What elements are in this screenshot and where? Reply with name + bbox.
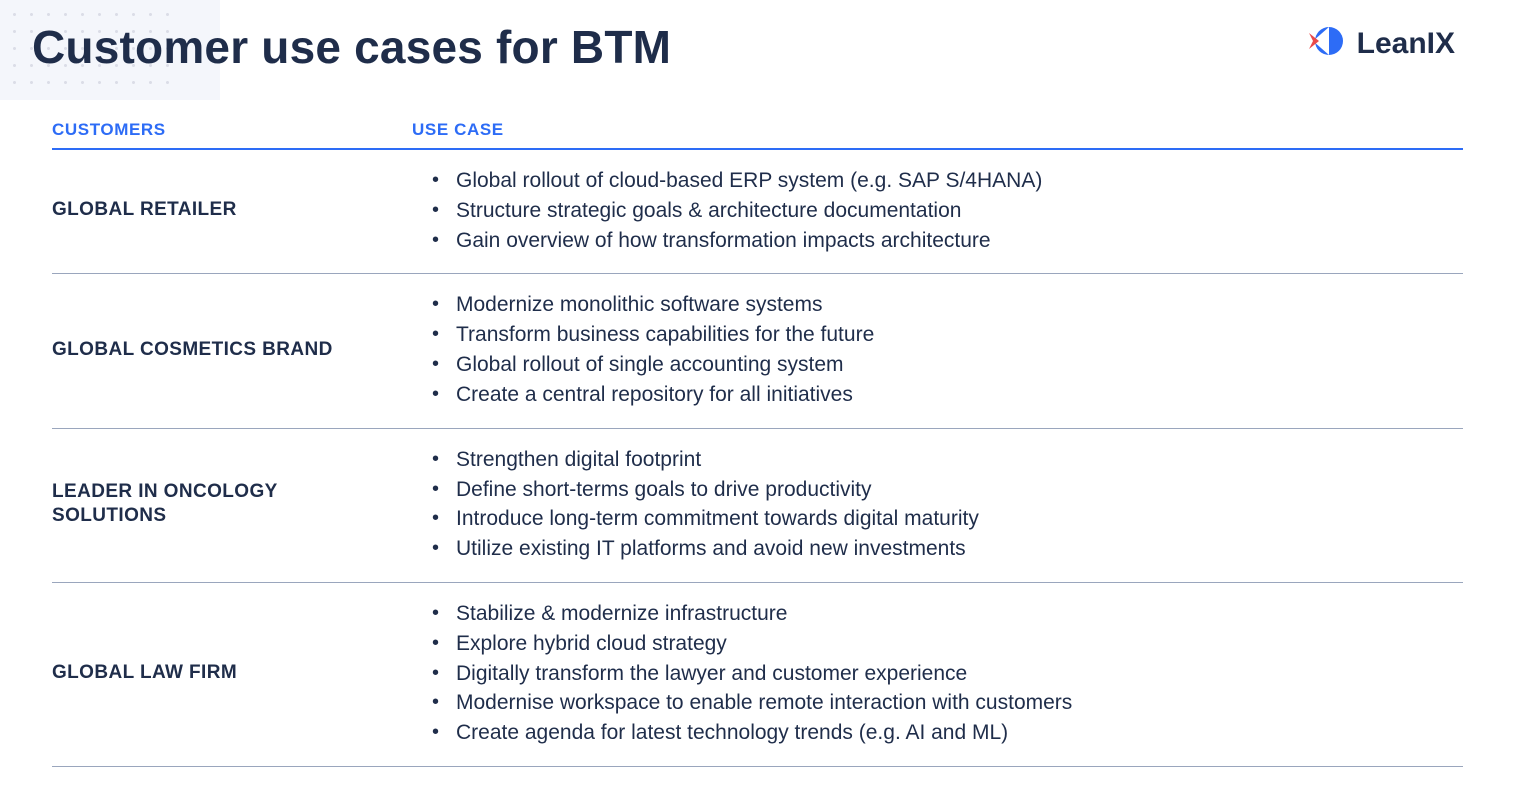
usecase-bullet: Strengthen digital footprint bbox=[456, 445, 1463, 475]
table-row: GLOBAL RETAILER Global rollout of cloud-b… bbox=[52, 150, 1463, 274]
table-row: GLOBAL LAW FIRM Stabilize & modernize inf… bbox=[52, 583, 1463, 767]
customer-cell: LEADER IN ONCOLOGY SOLUTIONS bbox=[52, 480, 412, 529]
usecase-bullet: Define short-terms goals to drive produc… bbox=[456, 475, 1463, 505]
slide: Customer use cases for BTM LeanIX CUSTOM… bbox=[0, 0, 1515, 808]
usecase-list: Global rollout of cloud-based ERP system… bbox=[412, 166, 1463, 255]
usecase-bullet: Transform business capabilities for the … bbox=[456, 320, 1463, 350]
usecase-cell: Global rollout of cloud-based ERP system… bbox=[412, 166, 1463, 255]
column-header-customers: CUSTOMERS bbox=[52, 120, 412, 140]
usecase-cell: Stabilize & modernize infrastructureExpl… bbox=[412, 599, 1463, 748]
usecase-bullet: Stabilize & modernize infrastructure bbox=[456, 599, 1463, 629]
usecase-bullet: Modernize monolithic software systems bbox=[456, 290, 1463, 320]
usecase-bullet: Utilize existing IT platforms and avoid … bbox=[456, 534, 1463, 564]
usecase-bullet: Modernise workspace to enable remote int… bbox=[456, 688, 1463, 718]
customer-label: GLOBAL RETAILER bbox=[52, 198, 400, 223]
customer-cell: GLOBAL RETAILER bbox=[52, 198, 412, 223]
brand-name: LeanIX bbox=[1357, 27, 1455, 61]
page-title: Customer use cases for BTM bbox=[32, 20, 671, 74]
customer-label: LEADER IN ONCOLOGY SOLUTIONS bbox=[52, 480, 400, 529]
customer-label: GLOBAL LAW FIRM bbox=[52, 661, 400, 686]
usecase-cell: Modernize monolithic software systemsTra… bbox=[412, 290, 1463, 409]
usecase-list: Strengthen digital footprintDefine short… bbox=[412, 445, 1463, 564]
usecase-bullet: Create agenda for latest technology tren… bbox=[456, 718, 1463, 748]
usecase-bullet: Structure strategic goals & architecture… bbox=[456, 196, 1463, 226]
usecase-bullet: Global rollout of single accounting syst… bbox=[456, 350, 1463, 380]
usecase-bullet: Create a central repository for all init… bbox=[456, 380, 1463, 410]
usecase-table: CUSTOMERS USE CASE GLOBAL RETAILER Global… bbox=[52, 120, 1463, 767]
usecase-bullet: Explore hybrid cloud strategy bbox=[456, 629, 1463, 659]
table-body: GLOBAL RETAILER Global rollout of cloud-b… bbox=[52, 150, 1463, 767]
usecase-cell: Strengthen digital footprintDefine short… bbox=[412, 445, 1463, 564]
slide-header: Customer use cases for BTM LeanIX bbox=[52, 12, 1463, 74]
usecase-list: Stabilize & modernize infrastructureExpl… bbox=[412, 599, 1463, 748]
table-header-row: CUSTOMERS USE CASE bbox=[52, 120, 1463, 150]
usecase-bullet: Global rollout of cloud-based ERP system… bbox=[456, 166, 1463, 196]
customer-label: GLOBAL COSMETICS BRAND bbox=[52, 338, 400, 363]
usecase-bullet: Digitally transform the lawyer and custo… bbox=[456, 659, 1463, 689]
table-row: GLOBAL COSMETICS BRAND Modernize monolith… bbox=[52, 274, 1463, 428]
table-row: LEADER IN ONCOLOGY SOLUTIONSStrengthen d… bbox=[52, 429, 1463, 583]
column-header-usecase: USE CASE bbox=[412, 120, 1463, 140]
usecase-list: Modernize monolithic software systemsTra… bbox=[412, 290, 1463, 409]
brand-lockup: LeanIX bbox=[1307, 24, 1455, 63]
customer-cell: GLOBAL LAW FIRM bbox=[52, 661, 412, 686]
leanix-logo-icon bbox=[1307, 24, 1345, 63]
usecase-bullet: Introduce long-term commitment towards d… bbox=[456, 504, 1463, 534]
usecase-bullet: Gain overview of how transformation impa… bbox=[456, 226, 1463, 256]
customer-cell: GLOBAL COSMETICS BRAND bbox=[52, 338, 412, 363]
